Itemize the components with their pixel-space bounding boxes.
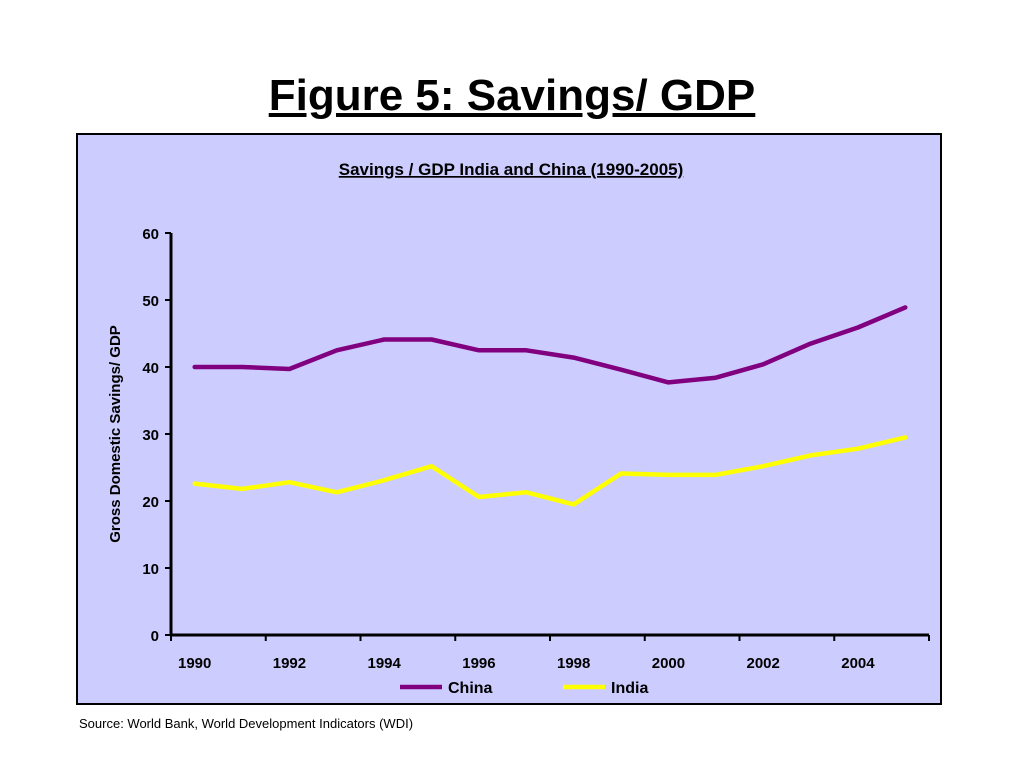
x-tick-label: 1990 xyxy=(178,655,211,672)
y-tick-label: 60 xyxy=(142,226,159,243)
line-chart: Savings / GDP India and China (1990-2005… xyxy=(107,160,930,697)
slide-title: Figure 5: Savings/ GDP xyxy=(268,71,756,120)
source-note: Source: World Bank, World Development In… xyxy=(79,716,414,731)
y-tick-label: 50 xyxy=(142,293,159,310)
series-line-china xyxy=(192,305,908,385)
series-line-india xyxy=(192,435,908,507)
x-tick-label: 2004 xyxy=(841,655,875,672)
x-tick-label: 1994 xyxy=(368,655,402,672)
y-tick-label: 10 xyxy=(142,561,159,578)
series-layer xyxy=(192,305,908,507)
y-tick-label: 0 xyxy=(151,628,159,645)
x-tick-label: 2002 xyxy=(747,655,780,672)
axes: 0 10 20 30 40 50 60 1990 1992 1994 1996 1998 2000 200… xyxy=(142,226,930,672)
chart-frame: Savings / GDP India and China (1990-2005… xyxy=(76,133,942,705)
x-tick-label: 1998 xyxy=(557,655,590,672)
legend: China India xyxy=(400,680,648,697)
chart-title: Savings / GDP India and China (1990-2005… xyxy=(339,160,684,179)
y-axis-label: Gross Domestic Savings/ GDP xyxy=(107,325,124,543)
legend-item-india: India xyxy=(563,680,648,697)
legend-item-china: China xyxy=(400,680,493,697)
x-tick-label: 2000 xyxy=(652,655,685,672)
y-tick-label: 30 xyxy=(142,427,159,444)
x-tick-label: 1992 xyxy=(273,655,306,672)
y-tick-label: 20 xyxy=(142,494,159,511)
legend-label: India xyxy=(611,680,648,697)
y-tick-label: 40 xyxy=(142,360,159,377)
legend-label: China xyxy=(448,680,493,697)
x-tick-label: 1996 xyxy=(462,655,495,672)
